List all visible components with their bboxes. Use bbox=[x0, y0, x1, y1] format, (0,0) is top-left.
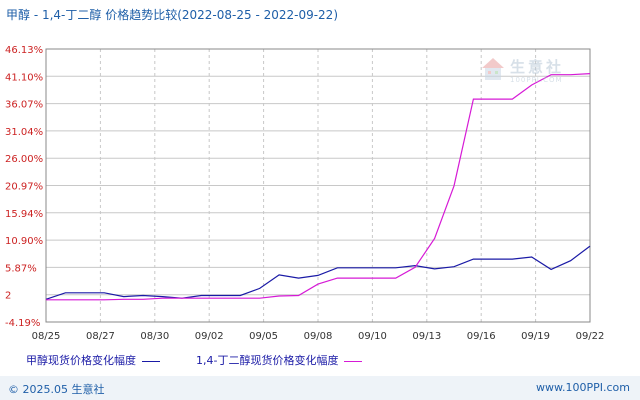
y-tick-label: 10.90% bbox=[5, 236, 43, 247]
watermark-url: 100PPI.COM bbox=[510, 76, 563, 84]
x-tick-label: 09/16 bbox=[467, 331, 496, 342]
series-line-methanol bbox=[45, 245, 591, 300]
y-tick-label: 46.13% bbox=[5, 45, 43, 56]
legend-methanol-label: 甲醇现货价格变化幅度 bbox=[26, 354, 136, 367]
chart-series bbox=[45, 73, 591, 301]
y-axis-ticks: 46.13% 41.10% 36.07% 31.04% 26.00% 20.97% 15.9… bbox=[5, 45, 43, 329]
chart-title: 甲醇 - 1,4-丁二醇 价格趋势比较(2022-08-25 - 2022-09… bbox=[6, 6, 338, 23]
y-tick-label: 2 bbox=[5, 291, 11, 302]
chart-title-text: 甲醇 - 1,4-丁二醇 价格趋势比较 bbox=[6, 8, 178, 22]
x-tick-label: 09/05 bbox=[249, 331, 278, 342]
chart-title-range: (2022-08-25 - 2022-09-22) bbox=[177, 8, 339, 22]
legend-methanol-line bbox=[142, 360, 160, 362]
y-tick-label: 26.00% bbox=[5, 154, 43, 165]
y-tick-label: -4.19% bbox=[5, 318, 40, 329]
footer-copyright: © 2025.05 生意社 bbox=[8, 383, 105, 396]
x-tick-label: 09/10 bbox=[358, 331, 387, 342]
legend-bdo: 1,4-丁二醇现货价格变化幅度 bbox=[196, 352, 363, 368]
plot-frame bbox=[45, 48, 591, 323]
x-tick-label: 08/27 bbox=[86, 331, 115, 342]
watermark-logo: 生意社 100PPI.COM bbox=[480, 54, 590, 88]
y-tick-label: 15.94% bbox=[5, 209, 43, 220]
footer-site-link[interactable]: www.100PPI.com bbox=[536, 381, 630, 394]
y-tick-label: 20.97% bbox=[5, 182, 43, 193]
series-line-bdo bbox=[46, 73, 591, 301]
x-tick-label: 08/25 bbox=[32, 331, 61, 342]
footer-bar: © 2025.05 生意社 www.100PPI.com bbox=[0, 376, 640, 400]
legend-bdo-line bbox=[344, 360, 363, 362]
y-tick-label: 36.07% bbox=[5, 100, 43, 111]
y-tick-label: 31.04% bbox=[5, 127, 43, 138]
legend-bdo-label: 1,4-丁二醇现货价格变化幅度 bbox=[196, 354, 339, 367]
chart-grid bbox=[45, 48, 591, 323]
x-tick-label: 09/22 bbox=[576, 331, 605, 342]
house-logo-icon bbox=[482, 58, 504, 80]
x-axis-ticks: 08/25 08/27 08/30 09/02 09/05 09/08 09/10 09/13… bbox=[32, 331, 605, 342]
x-tick-label: 09/19 bbox=[521, 331, 550, 342]
x-tick-label: 09/13 bbox=[412, 331, 441, 342]
x-tick-label: 09/02 bbox=[195, 331, 224, 342]
x-tick-label: 09/08 bbox=[304, 331, 333, 342]
y-tick-label: 5.87% bbox=[5, 263, 37, 274]
y-tick-label: 41.10% bbox=[5, 72, 43, 83]
x-tick-label: 08/30 bbox=[140, 331, 169, 342]
legend-methanol: 甲醇现货价格变化幅度 bbox=[26, 352, 160, 368]
watermark-name: 生意社 bbox=[510, 58, 565, 76]
